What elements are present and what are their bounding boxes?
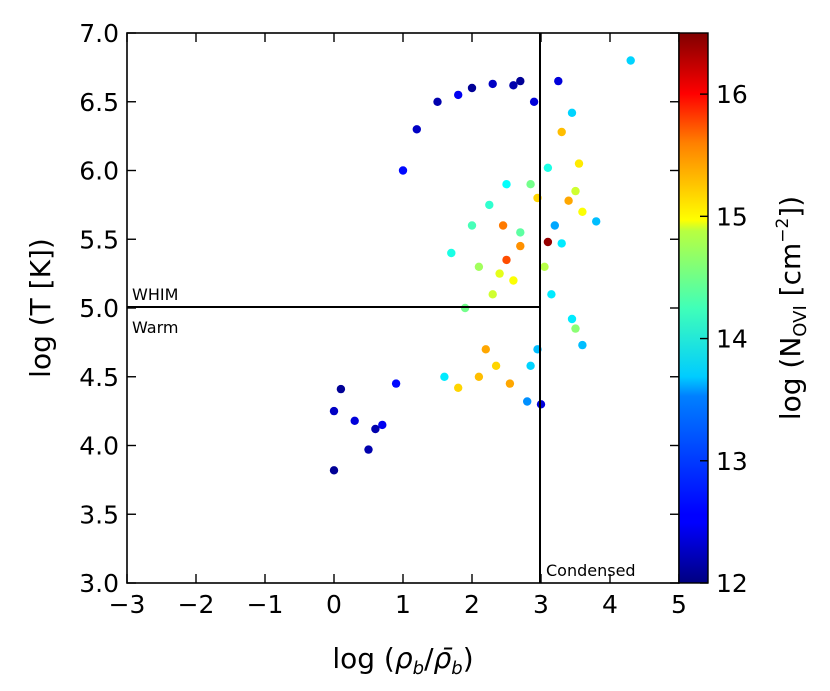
scatter-point-37 xyxy=(526,180,535,189)
scatter-point-3 xyxy=(336,384,346,394)
scatter-point-5 xyxy=(378,420,387,430)
scatter-point-54 xyxy=(474,262,484,271)
scatter-point-11 xyxy=(557,127,566,137)
y-axis-title: log (T [K]) xyxy=(24,238,57,378)
scatter-point-4 xyxy=(350,416,359,425)
x-tick-label-6: 3 xyxy=(533,590,549,619)
colorbar-ticks: 12 13 14 15 16 xyxy=(700,80,748,598)
scatter-point-18 xyxy=(550,221,559,230)
scatter-point-7 xyxy=(391,379,401,388)
scatter-point-25 xyxy=(571,324,580,333)
colorbar-title: log (NOVI [cm−2]) xyxy=(773,196,811,420)
annotation-condensed: Condensed xyxy=(546,561,636,580)
colorbar-tick-label-3: 15 xyxy=(716,202,748,231)
scatter-point-10 xyxy=(567,108,577,118)
scatter-point-52 xyxy=(440,372,449,381)
scatter-point-29 xyxy=(509,81,518,90)
scatter-point-27 xyxy=(523,397,532,406)
x-tick-label-3: 0 xyxy=(326,590,342,619)
scatter-point-50 xyxy=(516,228,525,237)
scatter-point-42 xyxy=(509,276,518,285)
y-tick-label-4: 5.0 xyxy=(79,294,119,323)
scatter-point-40 xyxy=(502,255,511,265)
colorbar xyxy=(678,32,709,584)
scatter-point-19 xyxy=(543,237,553,247)
x-tick-label-2: −1 xyxy=(247,590,284,619)
scatter-point-59 xyxy=(502,180,511,189)
x-tick-label-0: −3 xyxy=(109,590,146,619)
scatter-point-41 xyxy=(495,269,504,278)
y-tick-label-2: 4.0 xyxy=(79,432,119,461)
scatter-point-31 xyxy=(467,83,477,93)
scatter-point-16 xyxy=(592,217,601,226)
scatter-point-48 xyxy=(526,361,535,370)
scatter-point-30 xyxy=(488,79,497,89)
scatter-point-58 xyxy=(485,200,494,210)
x-tick-label-5: 2 xyxy=(464,590,480,619)
x-tick-label-4: 1 xyxy=(395,590,411,619)
scatter-point-15 xyxy=(564,196,573,205)
scatter-point-32 xyxy=(454,90,463,100)
annotation-warm: Warm xyxy=(132,318,178,337)
x-tick-label-1: −2 xyxy=(178,590,215,619)
scatter-point-34 xyxy=(412,125,421,134)
scatter-point-20 xyxy=(540,262,549,271)
y-tick-label-5: 5.5 xyxy=(79,225,119,254)
scatter-point-21 xyxy=(557,239,566,248)
y-tick-label-1: 3.5 xyxy=(79,500,119,529)
y-tick-label-0: 3.0 xyxy=(79,569,119,598)
scatter-point-22 xyxy=(547,290,556,299)
x-tick-label-8: 5 xyxy=(671,590,687,619)
scatter-point-17 xyxy=(578,207,587,216)
colorbar-tick-label-0: 12 xyxy=(716,569,748,598)
scatter-point-9 xyxy=(554,76,563,86)
scatter-point-1 xyxy=(364,445,373,454)
scatter-point-12 xyxy=(543,163,553,172)
scatter-point-45 xyxy=(505,379,515,388)
scatter-point-0 xyxy=(329,466,339,475)
scatter-point-8 xyxy=(626,56,635,65)
scatter-point-57 xyxy=(467,221,477,230)
scatter-point-46 xyxy=(474,372,484,381)
scatter-point-6 xyxy=(371,424,380,434)
scatter-point-51 xyxy=(498,221,508,230)
y-tick-label-6: 6.0 xyxy=(79,157,119,186)
colorbar-tick-label-2: 14 xyxy=(716,325,748,354)
scatter-point-47 xyxy=(454,383,463,392)
scatter-point-43 xyxy=(481,345,490,354)
scatter-point-2 xyxy=(329,406,339,416)
scatter-point-35 xyxy=(398,166,408,175)
scatter-point-36 xyxy=(529,97,539,107)
y-axis-ticks: 3.0 3.5 4.0 4.5 5.0 5.5 6.0 6.5 7.0 xyxy=(79,19,679,598)
scatter-point-13 xyxy=(574,159,584,168)
colorbar-tick-label-4: 16 xyxy=(716,80,748,109)
y-tick-label-3: 4.5 xyxy=(79,363,119,392)
scatter-points xyxy=(329,56,635,475)
colorbar-tick-label-1: 13 xyxy=(716,447,748,476)
annotation-whim: WHIM xyxy=(132,285,178,304)
scatter-point-24 xyxy=(578,340,587,350)
scatter-point-33 xyxy=(433,97,442,107)
scatter-point-56 xyxy=(447,248,456,258)
scatter-point-14 xyxy=(571,186,580,196)
scatter-point-28 xyxy=(516,76,525,86)
y-tick-label-7: 6.5 xyxy=(79,88,119,117)
y-tick-label-8: 7.0 xyxy=(79,19,119,48)
x-axis-ticks: −3 −2 −1 0 1 2 3 4 5 xyxy=(109,33,687,619)
scatter-point-23 xyxy=(567,314,577,324)
scatter-point-44 xyxy=(491,361,501,370)
x-axis-title: log (ρb/ρ̄b) xyxy=(332,642,473,679)
x-tick-label-7: 4 xyxy=(602,590,618,619)
scatter-point-39 xyxy=(516,241,525,251)
scatter-point-55 xyxy=(488,290,497,299)
